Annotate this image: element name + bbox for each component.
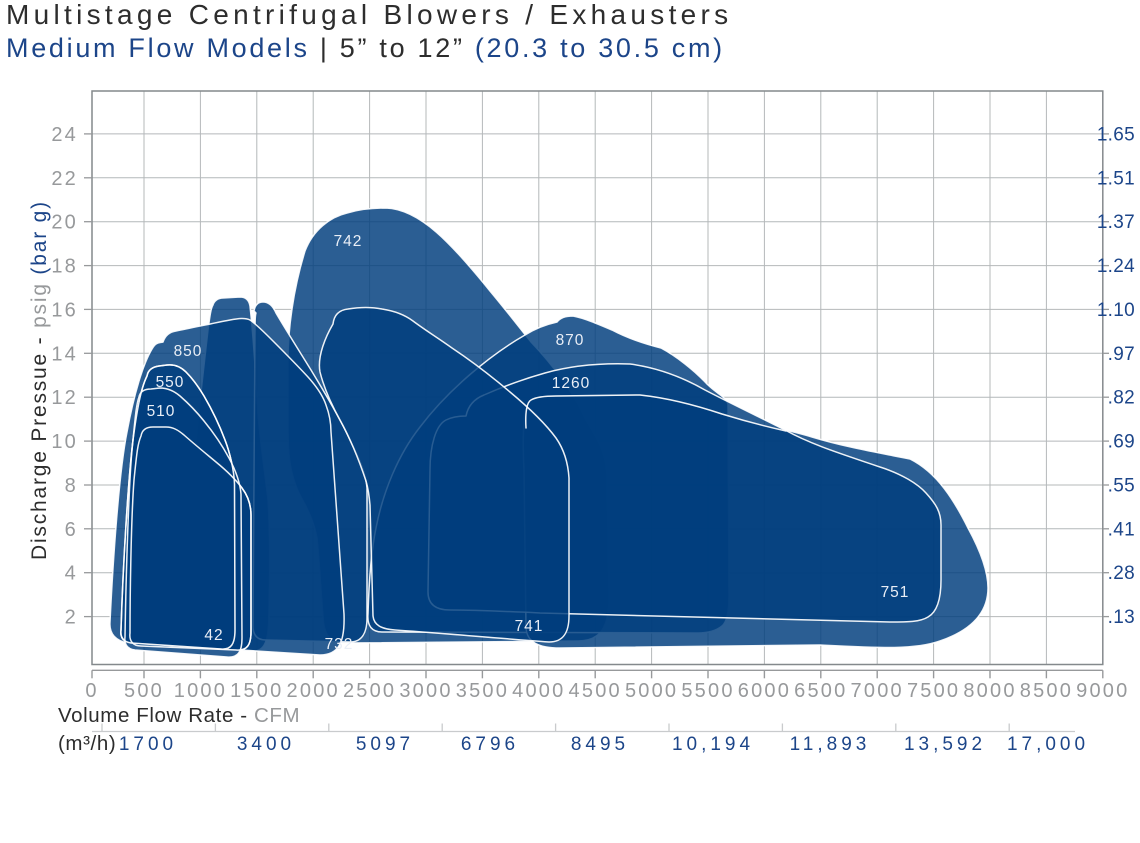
svg-text:850: 850 — [174, 343, 203, 360]
svg-text:Multistage Centrifugal Blowers: Multistage Centrifugal Blowers / Exhaust… — [6, 0, 732, 30]
svg-text:16: 16 — [51, 299, 78, 321]
svg-text:10: 10 — [51, 431, 78, 453]
svg-text:8000: 8000 — [963, 680, 1016, 702]
svg-text:22: 22 — [51, 168, 78, 190]
svg-text:.13: .13 — [1108, 607, 1135, 628]
svg-text:42: 42 — [204, 627, 223, 644]
svg-text:Volume Flow Rate - CFM: Volume Flow Rate - CFM — [58, 704, 300, 727]
svg-text:741: 741 — [515, 618, 544, 635]
svg-text:17,000: 17,000 — [1007, 734, 1089, 755]
svg-text:7500: 7500 — [907, 680, 960, 702]
svg-text:Medium Flow Models | 5” to 12”: Medium Flow Models | 5” to 12” (20.3 to … — [6, 33, 725, 63]
svg-text:14: 14 — [51, 343, 78, 365]
svg-text:24: 24 — [51, 124, 78, 146]
svg-text:1.10: 1.10 — [1097, 300, 1135, 321]
svg-text:.97: .97 — [1108, 344, 1135, 365]
svg-text:8: 8 — [65, 475, 78, 497]
svg-text:510: 510 — [147, 403, 176, 420]
svg-text:6500: 6500 — [794, 680, 847, 702]
svg-text:500: 500 — [124, 680, 164, 702]
svg-text:732: 732 — [325, 636, 354, 653]
svg-text:20: 20 — [51, 212, 78, 234]
svg-text:1260: 1260 — [552, 375, 590, 392]
svg-text:12: 12 — [51, 387, 78, 409]
svg-text:3000: 3000 — [399, 680, 452, 702]
svg-text:2500: 2500 — [343, 680, 396, 702]
svg-text:1.65: 1.65 — [1097, 124, 1135, 145]
svg-text:18: 18 — [51, 256, 78, 278]
svg-text:.28: .28 — [1108, 563, 1135, 584]
svg-text:11,893: 11,893 — [790, 734, 871, 755]
svg-text:10,194: 10,194 — [672, 734, 754, 755]
svg-text:7000: 7000 — [851, 680, 904, 702]
svg-text:4500: 4500 — [569, 680, 622, 702]
svg-text:3500: 3500 — [456, 680, 509, 702]
svg-text:8495: 8495 — [571, 734, 629, 755]
svg-text:.41: .41 — [1108, 519, 1135, 540]
svg-text:1000: 1000 — [174, 680, 227, 702]
svg-text:742: 742 — [334, 233, 363, 250]
svg-text:2000: 2000 — [287, 680, 340, 702]
svg-text:5097: 5097 — [356, 734, 414, 755]
svg-text:.82: .82 — [1108, 388, 1135, 409]
svg-text:751: 751 — [881, 584, 910, 601]
svg-text:1.24: 1.24 — [1097, 256, 1135, 277]
svg-text:Discharge Pressue - psig (bar: Discharge Pressue - psig (bar g) — [28, 200, 51, 560]
svg-text:6000: 6000 — [738, 680, 791, 702]
svg-text:6796: 6796 — [461, 734, 519, 755]
svg-text:2: 2 — [65, 607, 78, 629]
svg-text:4000: 4000 — [512, 680, 565, 702]
svg-text:1.51: 1.51 — [1097, 168, 1135, 189]
svg-text:5000: 5000 — [625, 680, 678, 702]
svg-text:3400: 3400 — [237, 734, 295, 755]
svg-text:5500: 5500 — [681, 680, 734, 702]
svg-text:.55: .55 — [1108, 476, 1135, 497]
svg-text:8500: 8500 — [1020, 680, 1073, 702]
svg-text:870: 870 — [556, 332, 585, 349]
svg-text:550: 550 — [156, 374, 185, 391]
svg-text:(m³/h): (m³/h) — [58, 732, 116, 755]
svg-text:1700: 1700 — [119, 734, 177, 755]
svg-text:0: 0 — [85, 680, 98, 702]
svg-text:1.37: 1.37 — [1097, 212, 1135, 233]
svg-text:6: 6 — [65, 519, 78, 541]
svg-text:4: 4 — [65, 563, 78, 585]
svg-text:9000: 9000 — [1076, 680, 1129, 702]
svg-text:13,592: 13,592 — [904, 734, 986, 755]
svg-text:1500: 1500 — [230, 680, 283, 702]
svg-text:.69: .69 — [1108, 432, 1135, 453]
